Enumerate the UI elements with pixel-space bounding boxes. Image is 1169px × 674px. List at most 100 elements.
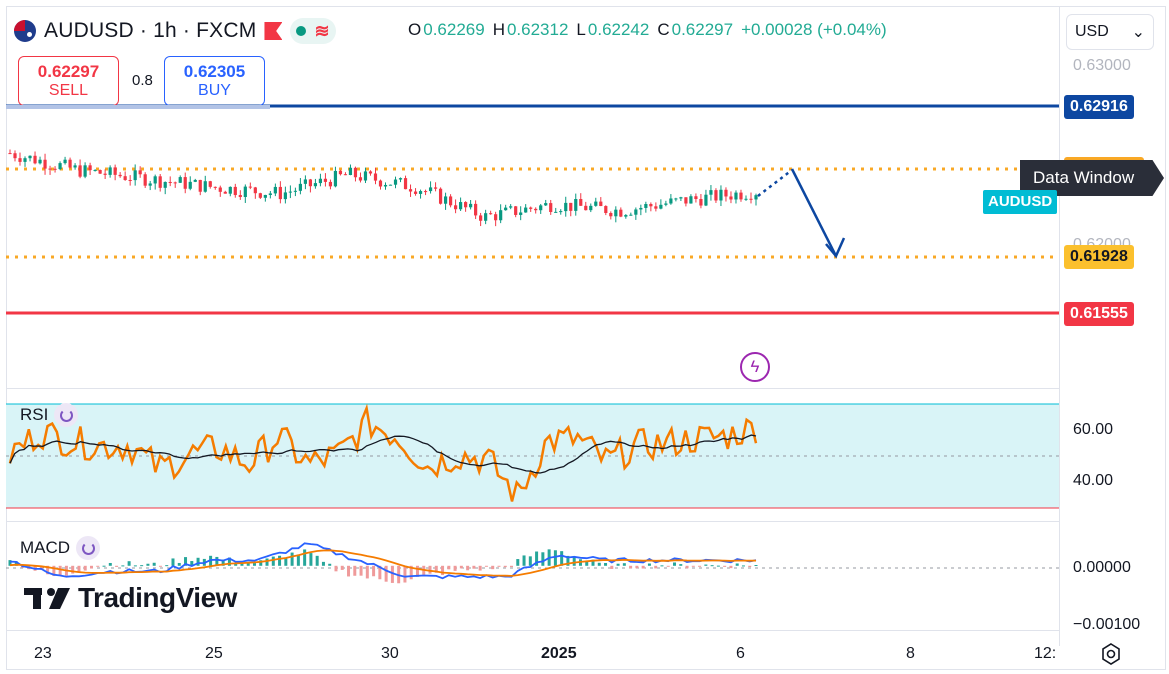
macd-histogram-bar <box>497 565 501 567</box>
symbol-price-tag[interactable]: AUDUSD <box>983 190 1058 214</box>
bolt-icon[interactable]: ϟ <box>740 352 770 382</box>
candle-body <box>418 191 423 194</box>
candle-body <box>609 213 613 217</box>
candle-body <box>113 167 117 175</box>
candle-body <box>353 167 358 178</box>
main-chart[interactable] <box>6 6 1059 626</box>
macd-histogram-bar <box>8 560 12 566</box>
time-label-25: 25 <box>205 645 223 662</box>
macd-histogram-bar <box>729 565 733 569</box>
ohlc-values: O 0.62269 H 0.62312 L 0.62242 C 0.62297 +0.0… <box>408 20 887 40</box>
header-underline <box>6 105 270 109</box>
candle-body <box>694 196 698 200</box>
macd-histogram-bar <box>372 565 376 577</box>
macd-histogram-bar <box>510 565 514 568</box>
candle-body <box>328 181 333 187</box>
settings-gear-icon[interactable] <box>1099 642 1123 666</box>
price-tag-yellow[interactable]: 0.61928 <box>1064 245 1134 269</box>
macd-legend[interactable]: MACD <box>20 536 101 560</box>
macd-histogram-bar <box>215 556 219 566</box>
pane-separator-rsi[interactable] <box>6 388 1059 389</box>
rsi-legend[interactable]: RSI <box>20 403 79 427</box>
projection-arrow[interactable] <box>790 168 838 257</box>
open-value: 0.62269 <box>423 20 485 39</box>
price-tag-red[interactable]: 0.61555 <box>1064 302 1134 326</box>
candle-body <box>133 170 137 181</box>
candle-body <box>383 184 388 187</box>
price-tag-blue[interactable]: 0.62916 <box>1064 95 1134 119</box>
refresh-icon[interactable] <box>54 403 79 427</box>
candle-body <box>669 198 673 204</box>
candle-body <box>33 155 37 164</box>
candle-body <box>614 209 618 217</box>
candle-body <box>43 159 47 169</box>
macd-histogram-bar <box>39 565 43 571</box>
candle-body <box>408 189 413 192</box>
projection-dotted[interactable] <box>757 169 793 197</box>
red-flag-icon[interactable] <box>264 22 282 40</box>
pane-separator-macd[interactable] <box>6 521 1059 522</box>
macd-histogram-bar <box>14 561 18 566</box>
high-value: 0.62312 <box>506 20 569 39</box>
candle-body <box>604 206 608 214</box>
candle-body <box>303 179 307 184</box>
candle-body <box>163 181 167 188</box>
macd-histogram-bar <box>196 557 200 566</box>
candle-body <box>639 207 643 210</box>
macd-histogram-bar <box>748 565 752 568</box>
candle-body <box>544 203 548 206</box>
macd-histogram-bar <box>528 556 532 566</box>
spread-value: 0.8 <box>132 72 153 89</box>
macd-histogram-bar <box>52 565 56 577</box>
candle-body <box>744 198 748 200</box>
candle-body <box>268 193 272 195</box>
macd-histogram-bar <box>165 565 169 567</box>
market-status-pill[interactable]: ≋ <box>290 18 336 44</box>
sell-button[interactable]: 0.62297 SELL <box>18 56 119 106</box>
macd-histogram-bar <box>227 557 231 566</box>
macd-histogram-bar <box>459 565 463 569</box>
sell-label: SELL <box>48 82 89 99</box>
candle-body <box>68 159 72 168</box>
macd-histogram-bar <box>259 560 263 566</box>
macd-histogram-bar <box>328 563 332 566</box>
data-window-tooltip[interactable]: Data Window <box>1020 160 1164 196</box>
candle-body <box>253 187 257 194</box>
candle-body <box>704 194 708 206</box>
candle-body <box>584 205 588 211</box>
macd-histogram-bar <box>710 565 714 567</box>
candle-body <box>724 189 728 197</box>
candle-body <box>198 179 202 192</box>
candle-body <box>529 207 533 209</box>
candle-body <box>123 176 127 180</box>
tradingview-logo[interactable]: TradingView <box>24 582 237 614</box>
macd-histogram-bar <box>321 561 325 566</box>
macd-histogram-bar <box>673 562 677 566</box>
candle-body <box>624 215 628 217</box>
macd-histogram-bar <box>384 565 388 582</box>
candle-body <box>654 206 658 209</box>
macd-histogram-bar <box>252 563 256 566</box>
candle-body <box>599 201 603 207</box>
currency-select[interactable]: USD ⌄ <box>1066 14 1154 50</box>
macd-histogram-bar <box>516 559 520 566</box>
buy-button[interactable]: 0.62305 BUY <box>164 56 265 106</box>
candle-body <box>223 191 227 194</box>
change-value: +0.00028 (+0.04%) <box>741 20 887 39</box>
candle-body <box>649 204 653 207</box>
symbol-title[interactable]: AUDUSD · 1h · FXCM <box>44 19 257 42</box>
macd-histogram-bar <box>572 556 576 566</box>
candle-body <box>323 178 328 182</box>
price-axis-upper: 0.63000 <box>1073 57 1131 74</box>
candle-body <box>188 181 192 189</box>
refresh-icon[interactable] <box>76 536 101 560</box>
candle-body <box>158 176 162 188</box>
candle-body <box>403 178 408 190</box>
candle-body <box>629 214 633 216</box>
macd-histogram-bar <box>108 562 112 566</box>
candle-body <box>333 170 338 187</box>
candle-body <box>173 182 177 184</box>
macd-histogram-bar <box>622 563 626 566</box>
macd-histogram-bar <box>89 565 93 569</box>
candle-body <box>684 197 688 204</box>
